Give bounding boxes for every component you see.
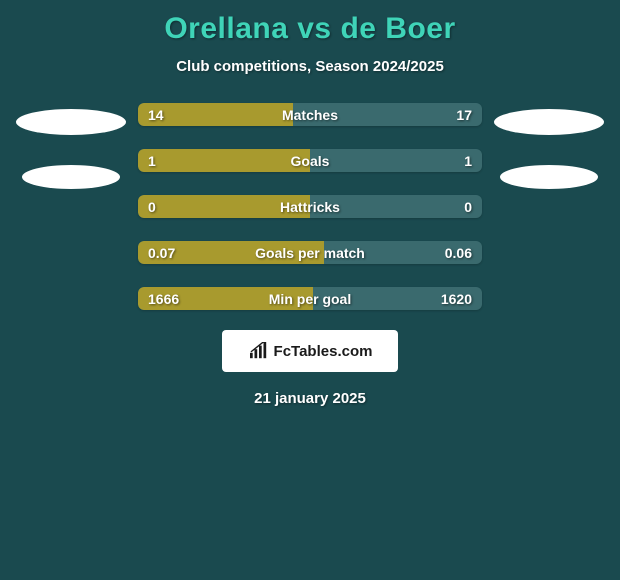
- comparison-infographic: Orellana vs de Boer Club competitions, S…: [0, 0, 620, 407]
- page-title: Orellana vs de Boer: [0, 12, 620, 46]
- player-marker-icon: [22, 165, 120, 189]
- stat-row-min-per-goal: 1666 Min per goal 1620: [138, 287, 482, 310]
- stat-row-goals-per-match: 0.07 Goals per match 0.06: [138, 241, 482, 264]
- stat-label: Hattricks: [280, 199, 340, 215]
- left-player-markers: [16, 103, 126, 189]
- stat-left-value: 1: [148, 153, 156, 169]
- right-player-markers: [494, 103, 604, 189]
- stats-area: 14 Matches 17 1 Goals 1 0 Hattricks 0: [0, 103, 620, 310]
- stat-right-value: 1: [464, 153, 472, 169]
- stat-label: Goals per match: [255, 245, 365, 261]
- stat-right-value: 0: [464, 199, 472, 215]
- player-marker-icon: [16, 109, 126, 135]
- stat-right-value: 1620: [441, 291, 472, 307]
- stat-bars: 14 Matches 17 1 Goals 1 0 Hattricks 0: [138, 103, 482, 310]
- player-marker-icon: [500, 165, 598, 189]
- stat-row-goals: 1 Goals 1: [138, 149, 482, 172]
- date-label: 21 january 2025: [0, 390, 620, 407]
- stat-left-value: 0.07: [148, 245, 175, 261]
- chart-icon: [248, 342, 270, 360]
- stat-left-value: 14: [148, 107, 164, 123]
- stat-right-value: 0.06: [445, 245, 472, 261]
- logo-text: FcTables.com: [274, 343, 373, 360]
- stat-label: Min per goal: [269, 291, 351, 307]
- stat-left-value: 1666: [148, 291, 179, 307]
- subtitle: Club competitions, Season 2024/2025: [0, 58, 620, 75]
- stat-right-value: 17: [456, 107, 472, 123]
- stat-row-hattricks: 0 Hattricks 0: [138, 195, 482, 218]
- bar-fill-left: [138, 149, 310, 172]
- stat-label: Matches: [282, 107, 338, 123]
- player-marker-icon: [494, 109, 604, 135]
- stat-left-value: 0: [148, 199, 156, 215]
- stat-row-matches: 14 Matches 17: [138, 103, 482, 126]
- source-logo: FcTables.com: [222, 330, 398, 372]
- stat-label: Goals: [291, 153, 330, 169]
